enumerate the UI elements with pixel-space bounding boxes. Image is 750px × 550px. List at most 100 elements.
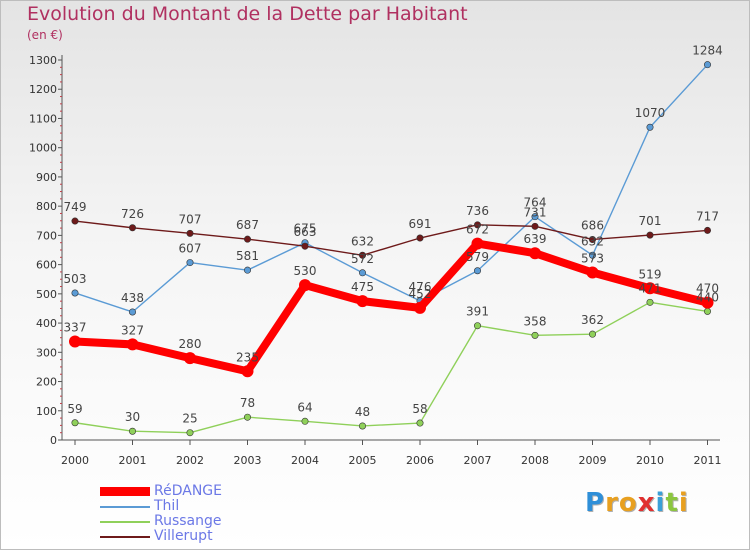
data-label: 691 <box>409 217 432 231</box>
x-tick-label: 2010 <box>636 454 664 467</box>
x-tick-label: 2003 <box>234 454 262 467</box>
data-point <box>301 417 309 425</box>
data-label: 30 <box>125 410 140 424</box>
data-point <box>186 429 194 437</box>
series-line <box>74 220 708 256</box>
x-tick-label: 2000 <box>61 454 89 467</box>
data-label: 581 <box>236 249 259 263</box>
logo-letter: r <box>605 488 619 518</box>
data-label: 58 <box>412 402 427 416</box>
data-point <box>531 222 539 230</box>
legend-label: RéDANGE <box>154 483 222 499</box>
legend-swatch <box>100 536 150 538</box>
data-label: 764 <box>524 196 547 210</box>
data-label: 235 <box>236 350 259 364</box>
data-label: 663 <box>294 225 317 239</box>
y-tick-label: 700 <box>36 229 57 242</box>
data-label: 686 <box>581 218 604 232</box>
chart-title: Evolution du Montant de la Dette par Hab… <box>27 3 468 25</box>
data-point <box>531 331 539 339</box>
data-point <box>586 266 599 279</box>
series-line <box>74 64 709 313</box>
x-tick-label: 2006 <box>406 454 434 467</box>
data-label: 736 <box>466 204 489 218</box>
data-label: 607 <box>179 242 202 256</box>
data-label: 452 <box>409 287 432 301</box>
logo-letter: x <box>637 488 656 518</box>
axes: 0 100 200 300 400 500 600 700 800 900 1000 1100 1200… <box>29 54 722 467</box>
series-lines <box>69 61 714 437</box>
data-point <box>186 229 194 237</box>
logo-letter: i <box>655 488 666 518</box>
data-point <box>529 247 541 260</box>
data-point <box>358 251 366 259</box>
data-label: 327 <box>121 323 144 337</box>
data-labels: 337 327 280 235 530 475 452 672 639 573 519 470 503 4… <box>64 44 723 426</box>
x-tick-label: 2004 <box>291 454 319 467</box>
data-point <box>414 301 426 314</box>
data-point <box>646 231 654 239</box>
data-label: 358 <box>524 314 547 328</box>
data-point <box>126 338 139 351</box>
legend-swatch <box>100 521 150 523</box>
data-label: 438 <box>121 291 144 305</box>
data-point <box>358 422 366 430</box>
legend-label: Russange <box>154 513 222 529</box>
data-point <box>184 352 196 365</box>
data-point <box>299 279 311 292</box>
data-point <box>703 61 711 69</box>
data-point <box>531 213 539 221</box>
data-label: 48 <box>355 405 370 419</box>
data-point <box>244 413 252 421</box>
data-label: 475 <box>351 280 374 294</box>
data-point <box>244 266 252 274</box>
y-tick-label: 500 <box>36 288 57 301</box>
data-label: 573 <box>581 252 604 266</box>
data-point <box>244 235 252 243</box>
proxiti-logo: Proxiti <box>585 488 689 518</box>
data-label: 731 <box>524 205 547 219</box>
data-label: 672 <box>466 223 489 237</box>
data-point <box>588 235 596 243</box>
data-point <box>473 322 481 330</box>
data-point <box>646 298 654 306</box>
data-point <box>703 226 711 234</box>
data-label: 440 <box>696 290 719 304</box>
data-label: 701 <box>639 214 662 228</box>
x-tick-label: 2002 <box>176 454 204 467</box>
data-label: 687 <box>236 218 259 232</box>
y-tick-label: 1200 <box>29 83 57 96</box>
data-point <box>69 335 81 348</box>
logo-letter: P <box>585 488 606 518</box>
y-tick-label: 400 <box>36 317 57 330</box>
data-point <box>471 237 484 250</box>
data-point <box>129 308 137 316</box>
data-label: 632 <box>581 234 604 248</box>
y-tick-label: 1100 <box>29 112 57 125</box>
y-tick-label: 300 <box>36 346 57 359</box>
data-point <box>301 242 309 250</box>
data-point <box>473 221 481 229</box>
data-point <box>358 269 366 277</box>
data-point <box>129 224 137 232</box>
y-tick-label: 200 <box>36 376 57 389</box>
data-label: 391 <box>466 305 489 319</box>
data-point <box>644 282 656 295</box>
data-label: 717 <box>696 209 719 223</box>
data-label: 632 <box>351 234 374 248</box>
x-tick-label: 2008 <box>521 454 549 467</box>
data-point <box>416 234 424 242</box>
data-label: 78 <box>240 396 255 410</box>
data-label: 1070 <box>635 106 666 120</box>
data-point <box>473 267 481 275</box>
series-line <box>74 301 708 434</box>
data-label: 519 <box>639 267 662 281</box>
data-label: 572 <box>351 252 374 266</box>
data-point <box>356 295 369 308</box>
data-point <box>129 427 137 435</box>
x-tick-label: 2001 <box>119 454 147 467</box>
data-point <box>588 251 596 259</box>
data-point <box>701 296 714 309</box>
